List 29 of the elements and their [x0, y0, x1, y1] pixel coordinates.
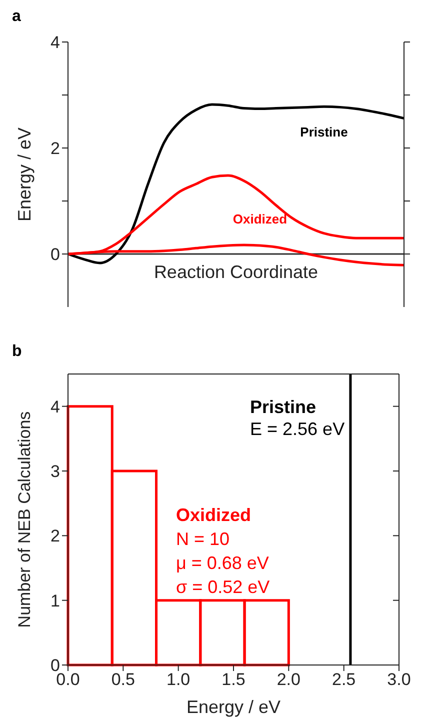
y-tick-label: 1 [50, 591, 60, 610]
y-tick-label: 2 [50, 139, 60, 158]
annotation: E = 2.56 eV [250, 419, 345, 440]
series-label: Oxidized [232, 212, 288, 227]
x-tick-label: 1.5 [222, 670, 246, 690]
y-tick-label: 4 [50, 397, 60, 416]
annotation: σ = 0.52 eV [176, 577, 270, 598]
annotation: Pristine [250, 397, 316, 418]
x-tick-label: 1.0 [166, 670, 190, 690]
series-label: Pristine [300, 124, 348, 140]
x-tick-label: 0.0 [56, 670, 80, 690]
line-series [66, 103, 406, 264]
y-tick-label: 4 [50, 33, 60, 52]
x-axis-title: Reaction Coordinate [154, 262, 318, 282]
annotation: μ = 0.68 eV [176, 553, 269, 574]
chart-title: b [12, 343, 22, 361]
x-axis-title: Energy / eV [186, 697, 281, 717]
y-tick-label: 2 [50, 526, 60, 546]
annotation: N = 10 [176, 529, 230, 550]
x-tick-label: 2.0 [276, 670, 300, 690]
y-axis-title: Energy / eV [14, 127, 34, 222]
y-tick-label: 0 [50, 245, 60, 264]
x-tick-label: 3.0 [387, 670, 411, 690]
chart-title: a [12, 8, 21, 26]
y-tick-label: 3 [50, 462, 60, 482]
annotation: Oxidized [176, 505, 252, 526]
y-axis-title: Number of NEB Calculations [15, 411, 34, 628]
x-tick-label: 2.5 [332, 670, 356, 690]
x-tick-label: 0.5 [111, 670, 135, 690]
